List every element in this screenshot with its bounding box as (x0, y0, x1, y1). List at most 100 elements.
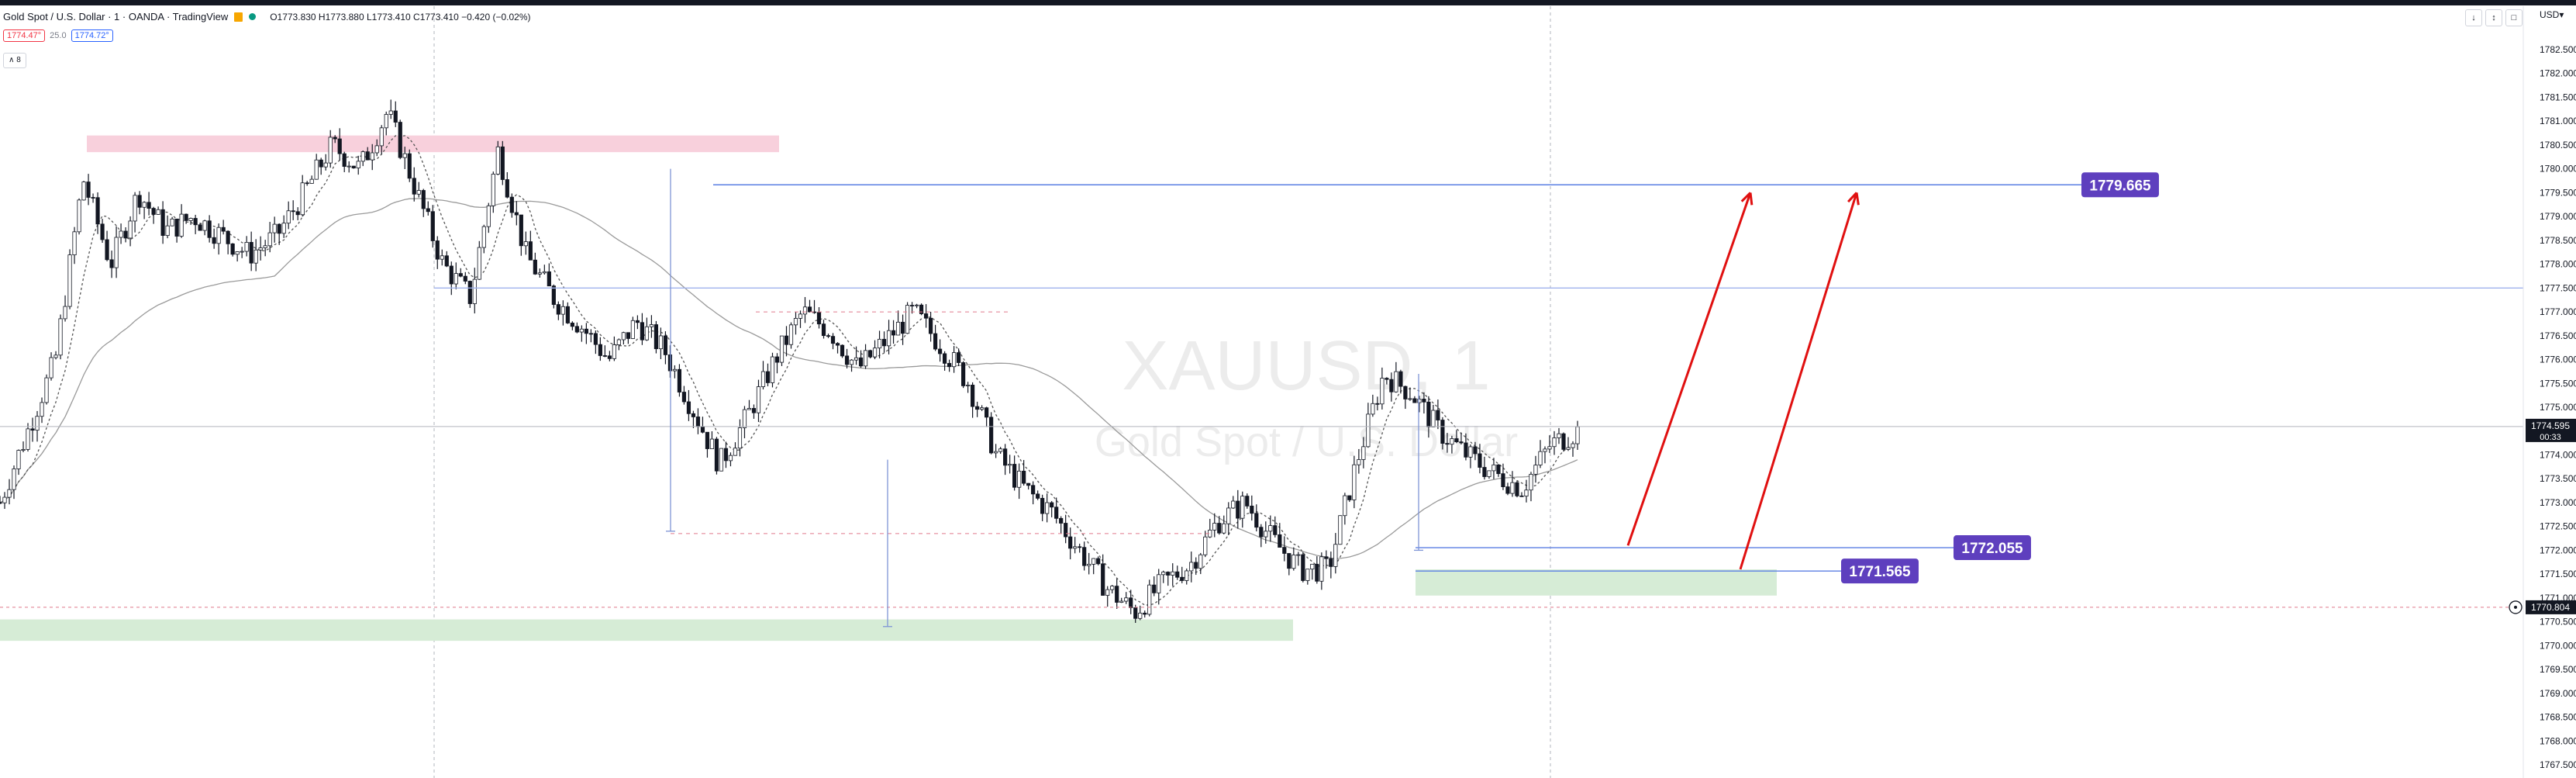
candle (1110, 586, 1115, 590)
candle (1217, 523, 1222, 534)
sell-button[interactable]: 1774.47° (3, 29, 46, 42)
candle (388, 110, 393, 115)
candle (1412, 398, 1417, 403)
candle (574, 326, 579, 333)
y-tick-label: 1778.500 (2540, 235, 2576, 246)
candle (109, 259, 114, 268)
price-axis[interactable]: 1782.500 1782.000 1781.500 1781.000 1780.500… (2523, 6, 2576, 778)
symbol-title[interactable]: Gold Spot / U.S. Dollar · 1 · OANDA · Tr… (3, 11, 229, 22)
y-tick-label: 1775.000 (2540, 402, 2576, 413)
candle (472, 278, 477, 304)
candle (542, 271, 547, 274)
candle (1273, 525, 1278, 535)
y-tick-label: 1775.500 (2540, 378, 2576, 389)
candle (691, 413, 696, 417)
support-zone (0, 619, 1293, 641)
candle (1403, 386, 1408, 399)
collapse-indicators-button[interactable]: ∧ 8 (3, 53, 26, 68)
candle (1003, 448, 1008, 466)
candle (286, 210, 291, 224)
candle (1161, 572, 1166, 576)
candle (305, 182, 309, 185)
candle (207, 220, 212, 238)
candle (458, 273, 463, 277)
candle (1157, 574, 1161, 593)
price-level-badge (2081, 172, 2159, 198)
candle (1422, 399, 1426, 403)
countdown-text: 00:33 (2540, 433, 2561, 442)
candle (1324, 556, 1329, 559)
candle (1226, 507, 1231, 524)
currency-selector[interactable]: USD▾ (2540, 9, 2564, 20)
candle (584, 328, 588, 334)
candle (635, 320, 640, 323)
candle (1566, 447, 1571, 450)
candle (402, 153, 407, 158)
buy-button[interactable]: 1774.72° (71, 29, 113, 42)
candle (160, 209, 165, 236)
candle (509, 196, 514, 213)
candle (165, 225, 170, 236)
arrow-down-icon[interactable]: ↓ (2465, 9, 2482, 26)
candle (700, 426, 705, 433)
candle (947, 363, 952, 368)
candle (1468, 446, 1473, 458)
candle (812, 311, 817, 313)
candle (565, 306, 570, 323)
candle (1045, 502, 1050, 514)
candle (626, 332, 630, 339)
candle (95, 197, 100, 225)
y-tick-label: 1772.000 (2540, 545, 2576, 555)
candle (12, 469, 16, 490)
candle (300, 182, 305, 216)
candle (937, 348, 943, 354)
candle (421, 190, 426, 209)
candle (1547, 446, 1552, 450)
candle (1575, 426, 1580, 444)
candle (174, 218, 179, 237)
crosshair-price-text: 1770.804 (2531, 602, 2570, 613)
candle (30, 428, 35, 431)
candle (226, 230, 230, 244)
candle (519, 214, 523, 247)
candle (607, 355, 612, 359)
candle (514, 212, 519, 216)
price-axis-background (2523, 6, 2576, 778)
candle (481, 226, 486, 248)
candle (863, 350, 868, 367)
candle (1147, 584, 1152, 615)
candle (1212, 523, 1217, 531)
candle (961, 362, 966, 386)
y-tick-label: 1770.500 (2540, 617, 2576, 628)
crosshair-price-badge (2526, 600, 2576, 614)
candle (919, 304, 924, 314)
candle (914, 304, 919, 306)
y-tick-label: 1773.000 (2540, 497, 2576, 508)
y-tick-label: 1776.000 (2540, 354, 2576, 365)
price-labels-layer: 1779.665 1772.055 1771.565 1774.595 00:33 177… (1841, 172, 2576, 614)
expand-icon[interactable]: ↕ (2485, 9, 2502, 26)
candle (1436, 410, 1440, 420)
flag-icon[interactable] (234, 12, 243, 22)
candle (49, 357, 53, 379)
candle (1194, 562, 1198, 569)
candle (1478, 453, 1482, 468)
candle (193, 218, 198, 226)
candle (1366, 413, 1371, 448)
candle (379, 127, 384, 147)
fullscreen-icon[interactable]: □ (2505, 9, 2523, 26)
candle (1459, 441, 1464, 444)
candle (705, 431, 710, 449)
candle (1203, 536, 1208, 555)
candle (1180, 576, 1185, 581)
candle (1031, 485, 1036, 495)
candle (1101, 563, 1105, 596)
candle (244, 242, 249, 252)
candle (416, 190, 421, 195)
candle (495, 146, 500, 175)
candle (72, 231, 77, 255)
candle (1198, 554, 1203, 569)
market-open-icon (249, 13, 257, 20)
candle (1315, 563, 1319, 582)
